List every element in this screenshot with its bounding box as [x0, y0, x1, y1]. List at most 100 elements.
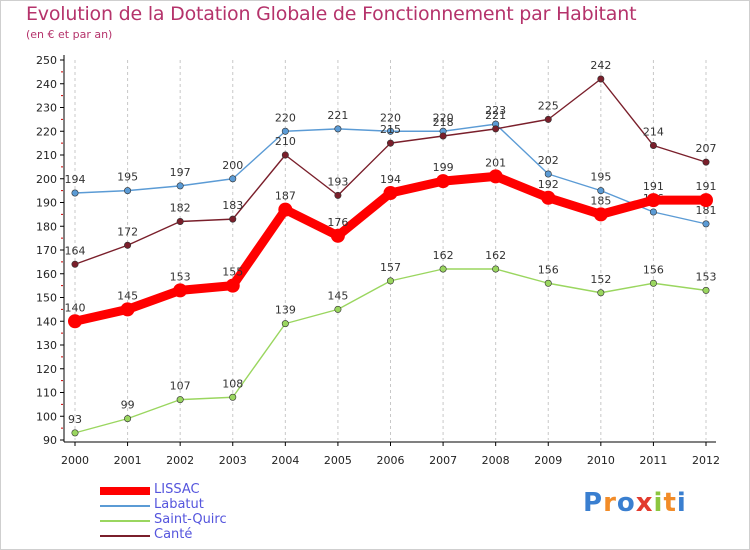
data-point: [702, 158, 710, 166]
data-label: 108: [222, 377, 243, 390]
data-label: 191: [643, 180, 664, 193]
data-point: [330, 228, 345, 243]
data-point: [649, 142, 657, 150]
data-point: [71, 189, 79, 197]
data-point: [71, 429, 79, 437]
data-point: [281, 127, 289, 135]
chart-subtitle: (en € et par an): [26, 28, 113, 41]
y-tick-label: 250: [36, 54, 57, 67]
x-tick-label: 2008: [482, 454, 510, 467]
data-point: [593, 207, 608, 222]
data-label: 187: [275, 190, 296, 203]
data-label: 182: [170, 202, 191, 215]
data-label: 210: [275, 135, 296, 148]
data-label: 201: [485, 156, 506, 169]
data-point: [334, 191, 342, 199]
data-point: [597, 289, 605, 297]
x-tick-label: 2001: [114, 454, 142, 467]
data-label: 225: [538, 99, 559, 112]
logo-letter: x: [635, 488, 654, 518]
x-tick-label: 2010: [587, 454, 615, 467]
y-tick-label: 190: [36, 197, 57, 210]
data-point: [492, 125, 500, 133]
proxiti-logo: Proxiti: [583, 488, 687, 518]
data-point: [488, 169, 503, 184]
data-label: 194: [380, 173, 401, 186]
data-point: [544, 279, 552, 287]
data-label: 207: [696, 142, 717, 155]
data-label: 221: [485, 109, 506, 122]
legend-label: Saint-Quirc: [154, 512, 227, 527]
y-tick-label: 160: [36, 268, 57, 281]
data-point: [334, 125, 342, 133]
y-tick-label: 240: [36, 78, 57, 91]
data-label: 193: [327, 175, 348, 188]
data-point: [597, 187, 605, 195]
y-tick-label: 180: [36, 220, 57, 233]
data-label: 218: [433, 116, 454, 129]
data-label: 162: [433, 249, 454, 262]
data-point: [699, 193, 713, 208]
data-label: 221: [327, 109, 348, 122]
data-point: [229, 215, 237, 223]
data-label: 107: [170, 380, 191, 393]
y-tick-label: 170: [36, 244, 57, 257]
data-point: [386, 127, 394, 135]
data-point: [649, 208, 657, 216]
data-label: 172: [117, 225, 138, 238]
data-point: [124, 415, 132, 423]
logo-letter: o: [616, 488, 636, 518]
y-tick-label: 150: [36, 292, 57, 305]
data-label: 181: [696, 204, 717, 217]
data-point: [173, 283, 188, 298]
data-point: [649, 279, 657, 287]
data-point: [544, 170, 552, 178]
y-tick-label: 220: [36, 125, 57, 138]
data-label: 242: [590, 59, 611, 72]
data-label: 145: [117, 289, 138, 302]
y-tick-label: 120: [36, 363, 57, 376]
x-tick-label: 2007: [429, 454, 457, 467]
x-tick-label: 2011: [639, 454, 667, 467]
logo-letter: t: [663, 488, 677, 518]
data-point: [334, 305, 342, 313]
data-point: [646, 193, 661, 208]
y-tick-label: 200: [36, 173, 57, 186]
y-tick-label: 230: [36, 102, 57, 115]
data-label: 214: [643, 126, 664, 139]
data-label: 139: [275, 304, 296, 317]
data-point: [281, 151, 289, 159]
data-label: 223: [485, 104, 506, 117]
data-label: 185: [590, 194, 611, 207]
data-label: 156: [643, 263, 664, 276]
legend-swatch: [100, 535, 150, 537]
data-point: [439, 265, 447, 273]
data-label: 220: [275, 111, 296, 124]
data-label: 93: [68, 413, 82, 426]
data-label: 164: [65, 244, 86, 257]
data-label: 140: [65, 301, 86, 314]
data-point: [278, 202, 293, 217]
data-label: 192: [538, 178, 559, 191]
x-tick-label: 2005: [324, 454, 352, 467]
data-point: [492, 265, 500, 273]
data-point: [225, 278, 240, 293]
data-point: [383, 186, 398, 200]
data-point: [120, 302, 135, 317]
logo-letter: r: [603, 488, 617, 518]
y-tick-label: 90: [43, 434, 57, 447]
data-label: 99: [121, 399, 135, 412]
data-label: 162: [485, 249, 506, 262]
x-tick-label: 2012: [692, 454, 720, 467]
y-tick-label: 110: [36, 387, 57, 400]
data-point: [68, 314, 82, 329]
data-point: [124, 187, 132, 195]
data-point: [702, 286, 710, 294]
data-point: [544, 115, 552, 123]
data-label: 157: [380, 261, 401, 274]
data-label: 145: [327, 289, 348, 302]
logo-letter: P: [583, 488, 604, 518]
data-label: 197: [170, 166, 191, 179]
